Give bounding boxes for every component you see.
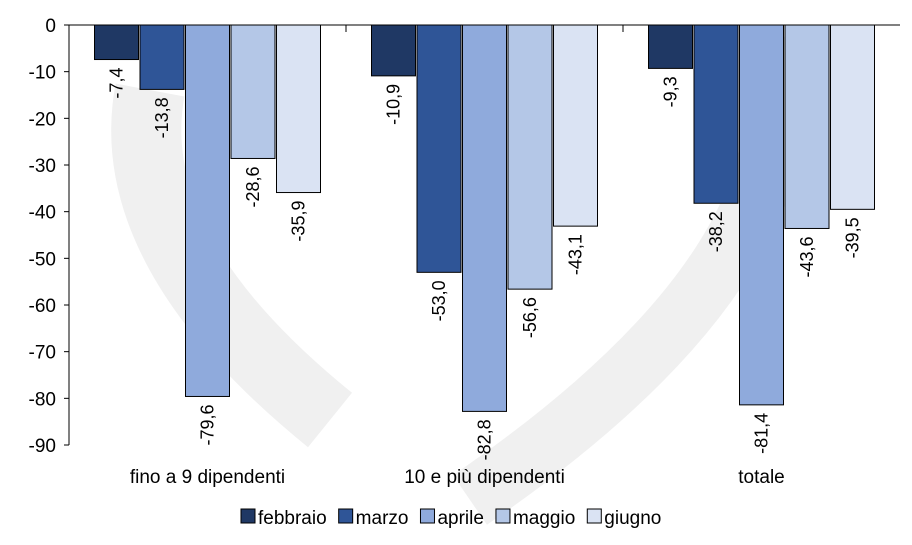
data-label: -28,6 [243,166,263,207]
legend-swatch-marzo [338,508,354,524]
data-label: -9,3 [661,76,681,107]
legend-label: aprile [437,508,483,529]
data-label: -43,1 [566,234,586,275]
data-labels: -7,4 -13,8 -79,6 -28,6 -35,9 -10,9 -53,0 -82,8 -… [107,68,863,461]
data-label: -35,9 [289,201,309,242]
axes: 0 -10 -20 -30 -40 -50 -60 -70 -80 -90 fino a 9 dip… [29,16,900,488]
legend-label: maggio [513,508,575,529]
legend-swatch-febbraio [240,508,256,524]
y-tick-label: 0 [45,16,56,37]
bar-febbraio [94,24,139,61]
legend-label: giugno [604,508,661,529]
data-label: -56,6 [520,297,540,338]
bar-marzo [139,24,185,90]
legend-swatch-maggio [495,508,511,524]
bar-giugno [276,24,321,194]
bar-maggio [784,24,830,229]
bar-aprile [185,24,230,397]
bar-aprile [739,24,784,406]
y-tick-label: -50 [29,249,56,270]
data-label: -82,8 [475,419,495,460]
bar-maggio [507,24,553,290]
bar-marzo [416,24,462,273]
y-tick-label: -30 [29,156,56,177]
data-label: -81,4 [752,413,772,454]
y-tick-label: -20 [29,109,56,130]
bars [94,24,875,412]
y-tick-label: -80 [29,389,56,410]
legend: febbraio marzo aprile maggio giugno [240,508,661,529]
category-label: fino a 9 dipendenti [130,467,285,488]
bar-marzo [693,24,739,204]
y-tick-label: -60 [29,296,56,317]
data-label: -13,8 [152,97,172,138]
data-label: -43,6 [797,236,817,277]
legend-swatch-aprile [419,508,435,524]
data-label: -7,4 [107,68,127,99]
watermark-stroke [111,83,353,448]
bar-aprile [462,24,507,412]
category-label: 10 e più dipendenti [404,467,565,488]
data-label: -53,0 [429,280,449,321]
bar-giugno [830,24,875,210]
bar-febbraio [648,24,693,69]
legend-swatch-giugno [586,508,602,524]
data-label: -79,6 [198,404,218,445]
bar-maggio [230,24,276,159]
legend-label: marzo [356,508,409,529]
data-label: -38,2 [706,211,726,252]
data-label: -10,9 [384,84,404,125]
category-label: totale [738,467,784,488]
legend-label: febbraio [258,508,327,529]
data-label: -39,5 [843,217,863,258]
bar-giugno [553,24,598,227]
y-tick-label: -70 [29,343,56,364]
bar-febbraio [371,24,416,77]
y-tick-label: -10 [29,63,56,84]
y-tick-label: -90 [29,436,56,457]
y-tick-label: -40 [29,203,56,224]
